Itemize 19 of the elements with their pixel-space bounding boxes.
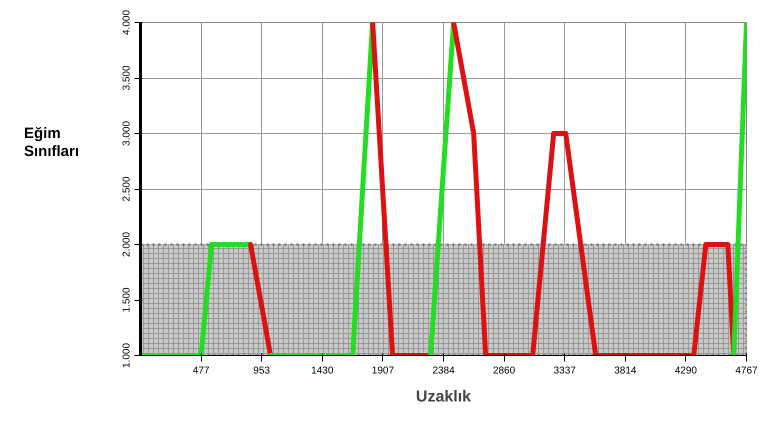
x-tick-label: 4290 <box>674 366 698 376</box>
y-tick-label: 3.000 <box>122 120 132 146</box>
y-tick-label: 4.000 <box>122 10 132 36</box>
x-tick-label: 477 <box>192 366 210 376</box>
x-axis-title: Uzaklık <box>416 388 472 406</box>
x-tick-label: 3814 <box>614 366 637 376</box>
y-tick-label: 1.500 <box>122 287 132 313</box>
y-axis-title: Eğim Sınıfları <box>24 125 80 161</box>
y-tick-label: 3.500 <box>122 65 132 91</box>
x-tick-label: 2384 <box>432 366 456 376</box>
x-tick-label: 2860 <box>492 366 516 376</box>
x-tick-label: 3337 <box>554 366 576 376</box>
x-tick-label: 1430 <box>311 366 334 376</box>
x-tick-label: 4767 <box>735 366 758 376</box>
y-tick-label: 2.500 <box>122 176 132 202</box>
y-tick-label: 1.000 <box>122 342 132 368</box>
x-tick-label: 953 <box>253 366 270 376</box>
x-tick-label: 1907 <box>372 366 394 376</box>
y-tick-label: 2.000 <box>122 232 132 258</box>
